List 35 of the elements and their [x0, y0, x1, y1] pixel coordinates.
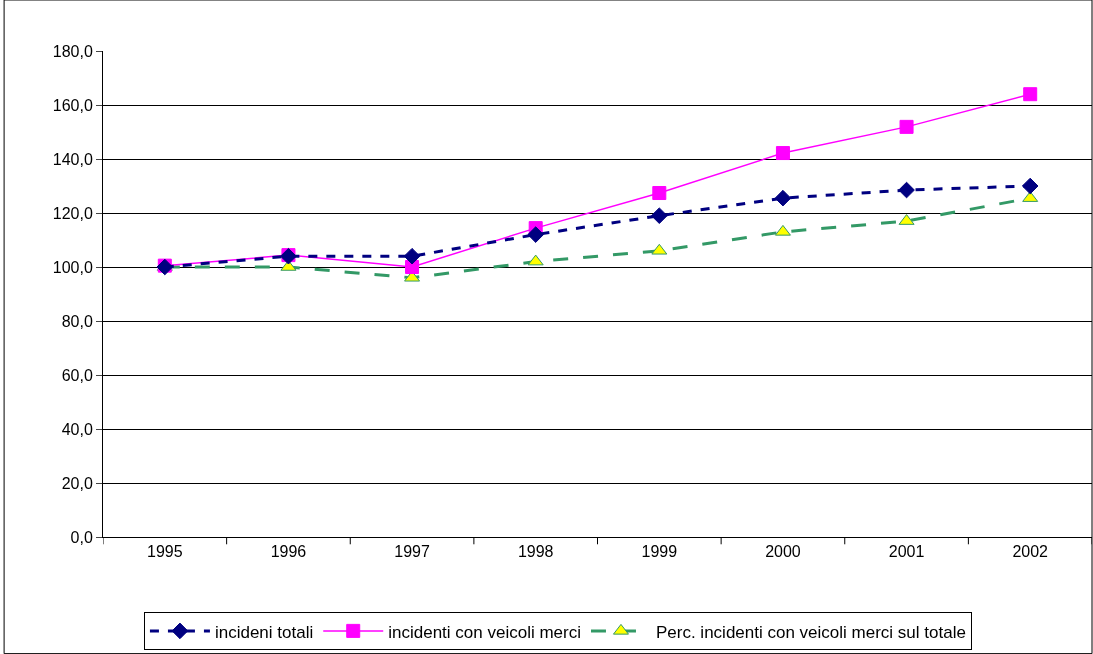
point	[1021, 177, 1039, 195]
y-tick-label: 0,0	[70, 528, 93, 546]
x-tick-label: 2001	[888, 543, 925, 561]
y-tick-label: 160,0	[52, 96, 93, 114]
y-tick-label: 40,0	[61, 420, 93, 438]
x-tick-label: 1995	[147, 543, 183, 561]
y-tick-label: 80,0	[61, 312, 93, 330]
x-tick-label: 2000	[765, 543, 801, 561]
legend-label: incidenti con veicoli merci	[388, 622, 581, 642]
x-tick-label: 1999	[641, 543, 678, 561]
point	[403, 247, 421, 265]
point	[1023, 87, 1038, 102]
y-tick-label: 180,0	[52, 42, 93, 60]
point	[775, 146, 790, 161]
point	[652, 186, 667, 201]
point	[899, 119, 914, 134]
y-tick-label: 120,0	[52, 204, 93, 222]
point	[774, 189, 792, 207]
x-tick-label: 1997	[394, 543, 430, 561]
point	[527, 254, 544, 266]
point	[527, 226, 544, 243]
y-tick-label: 60,0	[61, 366, 93, 384]
legend-label: incideni totali	[214, 622, 314, 642]
x-tick-label: 2002	[1012, 543, 1049, 561]
point	[651, 243, 668, 255]
point	[651, 207, 668, 224]
y-tick-label: 140,0	[52, 150, 93, 168]
point	[405, 260, 420, 274]
y-tick-label: 20,0	[61, 474, 93, 492]
x-tick-label: 1998	[517, 543, 554, 561]
legend-label: Perc. incidenti con veicoli merci sul totale	[655, 622, 966, 642]
point	[898, 181, 915, 199]
y-tick-label: 100,0	[52, 258, 93, 276]
point	[774, 224, 791, 236]
x-tick-label: 1996	[270, 543, 307, 561]
